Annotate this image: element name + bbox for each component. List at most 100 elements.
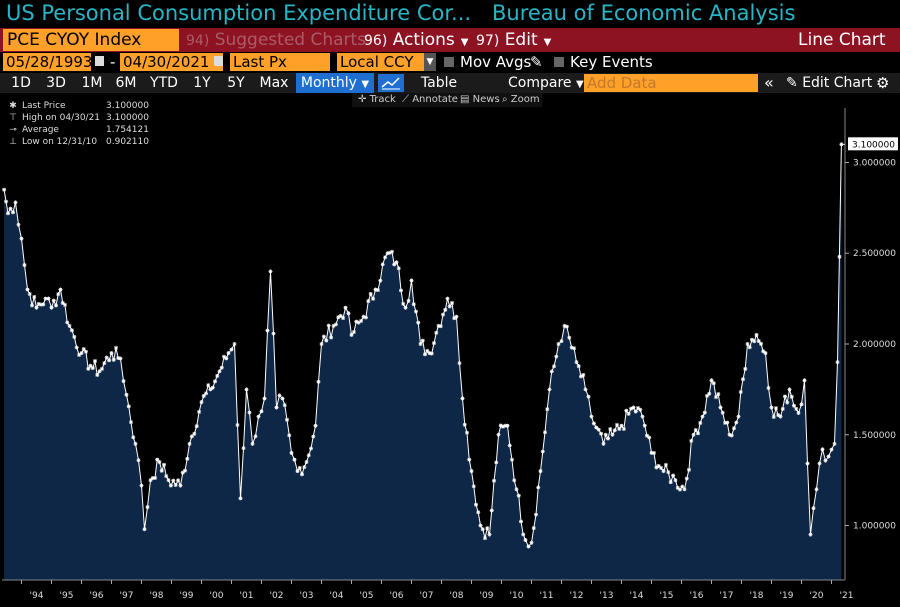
table-view-button[interactable]: Table <box>420 75 458 91</box>
edit-menu[interactable]: 97) Edit ▼ <box>476 29 551 51</box>
pencil-icon[interactable]: ✎ <box>530 53 543 71</box>
calendar-icon[interactable] <box>214 56 223 66</box>
data-point <box>467 457 472 462</box>
data-point <box>8 206 13 211</box>
data-point <box>651 450 656 455</box>
data-point <box>380 262 385 267</box>
mov-avgs-checkbox[interactable] <box>444 57 454 67</box>
period-button-1y[interactable]: 1Y <box>193 75 211 91</box>
news-icon: ▤ <box>460 94 470 105</box>
data-point <box>545 407 550 412</box>
chart-view-button[interactable] <box>378 74 404 92</box>
period-button-ytd[interactable]: YTD <box>150 75 178 91</box>
data-point <box>689 438 694 443</box>
data-point <box>124 392 129 397</box>
data-point <box>619 423 624 428</box>
line-chart-icon <box>381 77 400 90</box>
mov-avgs-label: Mov Avgs <box>460 53 532 71</box>
data-point <box>219 365 224 370</box>
data-point <box>457 361 462 366</box>
data-point <box>538 469 543 474</box>
data-point <box>792 403 796 408</box>
data-point <box>512 478 517 483</box>
data-point <box>133 441 138 446</box>
x-tick-label: '05 <box>360 591 374 601</box>
data-point <box>74 345 79 350</box>
key-events-checkbox[interactable] <box>554 57 564 67</box>
data-point <box>799 402 804 407</box>
period-button-max[interactable]: Max <box>259 75 289 91</box>
data-point <box>235 423 240 428</box>
actions-menu[interactable]: 96) Actions ▼ <box>364 29 469 51</box>
data-point <box>423 352 427 357</box>
data-point <box>63 302 67 307</box>
period-button-3d[interactable]: 3D <box>46 75 66 91</box>
edit-chart-button[interactable]: ✎ Edit Chart <box>786 73 872 93</box>
data-point <box>612 428 617 433</box>
data-point <box>49 305 54 310</box>
period-button-1m[interactable]: 1M <box>81 75 103 91</box>
data-point <box>429 351 434 356</box>
data-point <box>427 351 432 356</box>
x-tick-label: '15 <box>660 591 674 601</box>
data-point <box>574 360 579 365</box>
data-point <box>716 392 721 397</box>
data-point <box>567 335 572 340</box>
data-point <box>201 393 206 398</box>
data-point <box>811 506 816 511</box>
data-point <box>338 313 343 318</box>
suggested-charts-menu[interactable]: 94) Suggested Charts <box>186 29 366 51</box>
price-field-select[interactable]: Last Px <box>230 53 330 71</box>
annotate-tool[interactable]: ⟋ Annotate <box>402 93 458 107</box>
data-point <box>300 472 304 477</box>
add-data-input[interactable]: Add Data <box>584 74 758 92</box>
data-point <box>673 478 678 483</box>
zoom-tool[interactable]: ⌕ Zoom <box>502 93 540 107</box>
track-tool[interactable]: ✛ Track <box>358 93 396 107</box>
data-point <box>159 468 164 473</box>
data-point <box>581 372 586 377</box>
period-button-1d[interactable]: 1D <box>11 75 31 91</box>
data-point <box>494 460 499 465</box>
data-point <box>443 307 448 312</box>
data-point <box>526 544 531 549</box>
data-point <box>72 334 77 339</box>
data-point <box>204 391 208 396</box>
compare-menu[interactable]: Compare ▼ <box>508 73 584 93</box>
data-point <box>817 461 822 466</box>
data-point <box>51 298 56 303</box>
gear-icon[interactable]: ⚙ <box>876 74 890 92</box>
frequency-select[interactable]: Monthly ▼ <box>296 73 374 93</box>
news-tool[interactable]: ▤ News <box>460 93 500 107</box>
data-point <box>41 302 46 307</box>
ticker-field[interactable]: PCE CYOY Index <box>3 29 179 51</box>
collapse-icon[interactable]: « <box>764 73 774 92</box>
data-point <box>304 460 309 464</box>
data-point <box>523 538 528 543</box>
data-point <box>185 456 190 461</box>
chart-type-label[interactable]: Line Chart <box>798 30 886 50</box>
start-date-field[interactable]: 05/28/1993 <box>3 53 92 71</box>
dropdown-arrow-icon[interactable]: ▼ <box>424 53 436 71</box>
data-point <box>707 391 712 396</box>
data-point <box>759 341 763 346</box>
data-point <box>576 364 581 369</box>
calendar-icon[interactable] <box>95 56 104 66</box>
data-point <box>485 526 490 531</box>
data-point <box>705 393 709 398</box>
data-point <box>60 300 65 305</box>
data-point <box>492 478 496 483</box>
data-point <box>387 250 392 255</box>
data-point <box>39 302 43 307</box>
currency-select[interactable]: Local CCY <box>337 53 424 71</box>
legend-label: Low on 12/31/10 <box>22 137 98 147</box>
data-point <box>761 349 766 354</box>
data-point <box>150 476 155 481</box>
end-date-field[interactable]: 04/30/2021 <box>120 53 223 71</box>
data-point <box>180 470 185 475</box>
x-tick-label: '96 <box>90 591 104 601</box>
period-button-5y[interactable]: 5Y <box>227 75 245 91</box>
period-button-6m[interactable]: 6M <box>115 75 137 91</box>
data-point <box>671 473 676 478</box>
